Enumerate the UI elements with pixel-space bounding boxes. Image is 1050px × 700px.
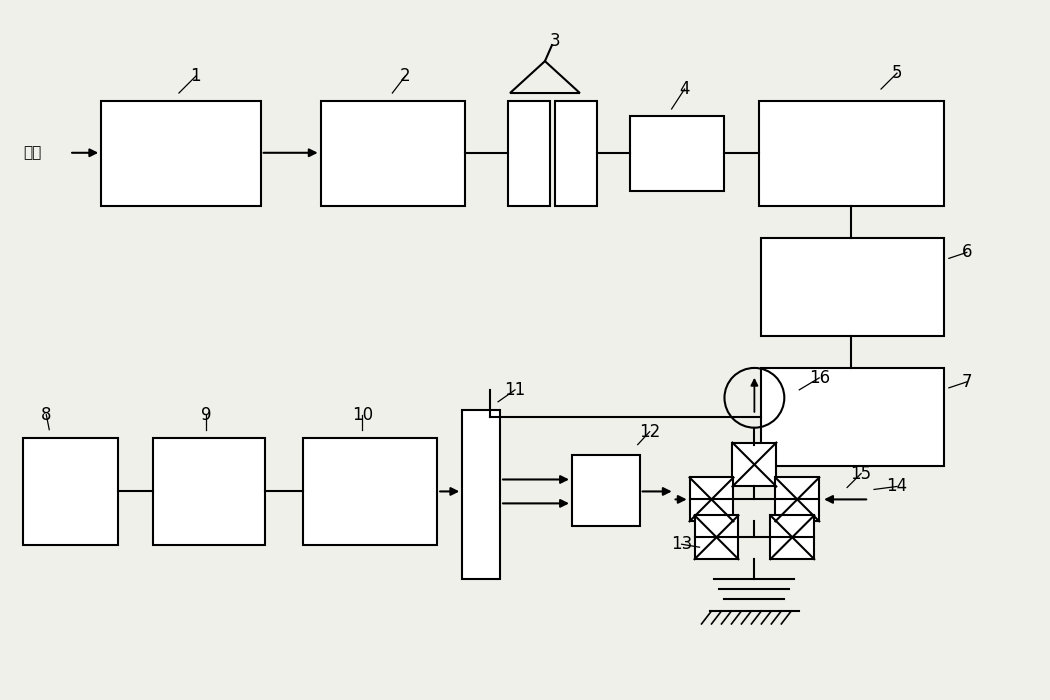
Text: 13: 13 — [671, 536, 692, 553]
Bar — [572, 454, 639, 526]
Bar — [23, 438, 118, 545]
Bar — [320, 101, 465, 206]
Bar — [508, 101, 550, 206]
Text: 5: 5 — [891, 64, 902, 82]
Text: 16: 16 — [808, 369, 830, 387]
Text: 7: 7 — [962, 373, 972, 391]
Bar — [302, 438, 437, 545]
Bar — [690, 477, 734, 522]
Text: 3: 3 — [549, 32, 561, 50]
Text: 11: 11 — [504, 381, 526, 399]
Bar — [554, 101, 596, 206]
Text: 2: 2 — [400, 67, 411, 85]
Text: 6: 6 — [962, 244, 972, 261]
Bar — [771, 515, 814, 559]
Bar — [775, 477, 819, 522]
Bar — [759, 101, 944, 206]
Text: 14: 14 — [886, 477, 907, 496]
Bar — [462, 410, 500, 579]
Text: 1: 1 — [190, 67, 202, 85]
Text: 空气: 空气 — [23, 146, 42, 160]
Bar — [761, 368, 944, 466]
Bar — [733, 442, 776, 486]
Text: 12: 12 — [639, 423, 660, 441]
Bar — [101, 101, 260, 206]
Text: 8: 8 — [41, 406, 51, 424]
Bar — [153, 438, 265, 545]
Bar — [761, 239, 944, 336]
Bar — [694, 515, 738, 559]
Text: 10: 10 — [352, 406, 373, 424]
Text: 15: 15 — [850, 465, 871, 482]
Text: 4: 4 — [679, 80, 690, 98]
Bar — [630, 116, 724, 190]
Text: 9: 9 — [201, 406, 211, 424]
